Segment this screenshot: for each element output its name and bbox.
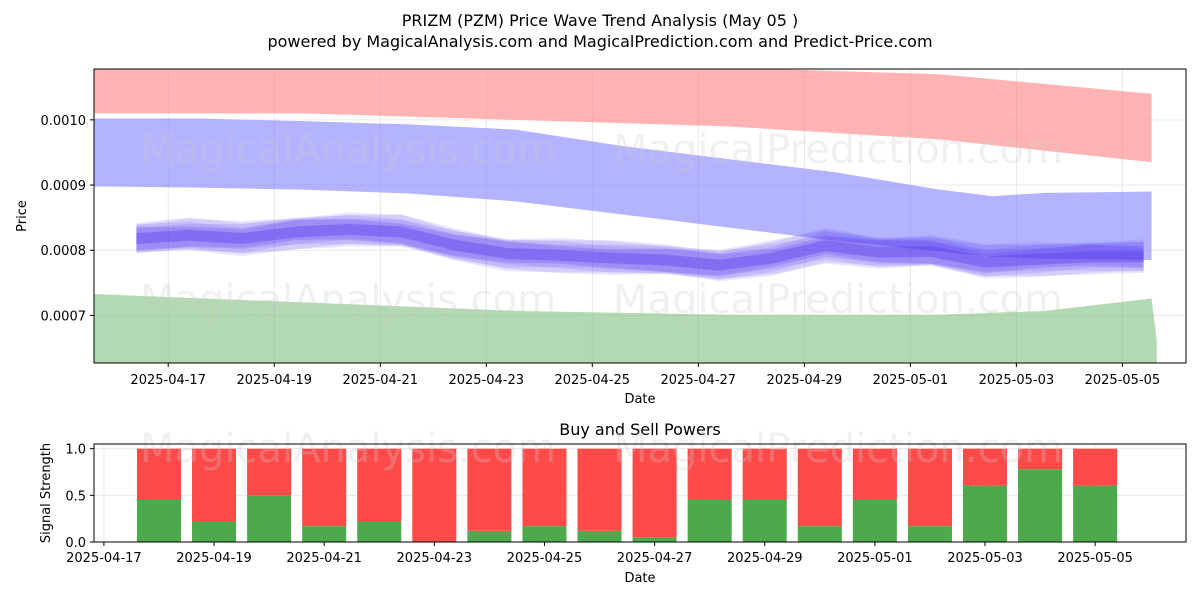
upper-band: [94, 69, 1152, 163]
sell-bar: [357, 448, 402, 522]
price-plot: MagicalAnalysis.com MagicalPrediction.co…: [15, 68, 1187, 407]
watermark: MagicalPrediction.com: [613, 277, 1063, 323]
price-x-axis: 2025-04-17 2025-04-19 2025-04-21 2025-04-23…: [130, 363, 1160, 388]
sell-bar: [192, 448, 237, 522]
buy-bar: [797, 526, 842, 542]
x-tick-label: 2025-04-21: [342, 373, 418, 388]
lower-band: [94, 294, 1157, 363]
watermark: MagicalAnalysis.com: [140, 127, 556, 173]
signal-plot: Buy and Sell Powers MagicalAnalysis.com …: [39, 420, 1187, 586]
x-tick-label: 2025-04-17: [66, 551, 142, 566]
signal-y-axis-label: Signal Strength: [39, 443, 54, 543]
price-wave: [136, 212, 1144, 282]
sell-bar: [412, 448, 457, 542]
x-tick-label: 2025-04-27: [661, 373, 737, 388]
price-y-axis: 0.0007 0.0008 0.0009 0.0010: [41, 114, 94, 324]
x-tick-label: 2025-04-25: [555, 373, 631, 388]
sell-bar: [687, 448, 732, 500]
watermark: MagicalAnalysis.com: [140, 277, 556, 323]
price-plot-frame: [93, 68, 1187, 364]
sell-bar: [962, 448, 1008, 486]
buy-bar: [632, 537, 677, 542]
buy-bar: [1073, 485, 1118, 542]
sell-bar: [136, 448, 182, 500]
x-tick-label: 2025-05-05: [1085, 373, 1161, 388]
y-tick-label: 0.0007: [41, 309, 87, 324]
buy-bar: [247, 495, 292, 542]
x-tick-label: 2025-04-21: [286, 551, 362, 566]
x-tick-label: 2025-05-01: [873, 373, 949, 388]
chart-subtitle: powered by MagicalAnalysis.com and Magic…: [267, 32, 932, 51]
buy-bar: [467, 530, 512, 542]
wave-ribbon: [136, 218, 1144, 276]
wave-ribbon: [136, 214, 1144, 279]
y-tick-label: 0.5: [65, 489, 86, 504]
wave-ribbon: [136, 219, 1144, 276]
sell-bar: [907, 448, 952, 527]
buy-bar: [577, 530, 622, 542]
buy-bar: [302, 526, 347, 542]
x-tick-label: 2025-04-23: [397, 551, 473, 566]
y-tick-label: 0.0009: [41, 179, 87, 194]
buy-bar: [852, 500, 897, 542]
sell-bar: [302, 448, 347, 527]
sell-bar: [742, 448, 787, 500]
x-tick-label: 2025-05-03: [979, 373, 1055, 388]
x-tick-label: 2025-04-19: [236, 373, 312, 388]
x-tick-label: 2025-04-25: [507, 551, 583, 566]
x-tick-label: 2025-04-19: [176, 551, 252, 566]
watermark: MagicalPrediction.com: [613, 127, 1063, 173]
sell-bar: [577, 448, 622, 531]
buy-bar: [192, 521, 237, 542]
x-tick-label: 2025-05-01: [837, 551, 913, 566]
watermark: MagicalPrediction.com: [613, 426, 1063, 472]
sell-bar: [632, 448, 677, 538]
x-tick-label: 2025-04-17: [130, 373, 206, 388]
buy-bar: [962, 485, 1008, 542]
middle-band: [94, 118, 1152, 261]
signal-plot-frame: [93, 443, 1187, 543]
buy-bar: [522, 526, 567, 542]
sell-bar: [1018, 448, 1063, 470]
x-tick-label: 2025-05-03: [947, 551, 1023, 566]
signal-x-axis: 2025-04-17 2025-04-19 2025-04-21 2025-04-23…: [66, 542, 1133, 566]
price-bands: [94, 69, 1157, 363]
sell-bar: [797, 448, 842, 527]
y-tick-label: 0.0008: [41, 244, 87, 259]
sell-bar: [522, 448, 567, 527]
buy-bar: [136, 500, 182, 542]
wave-ribbon: [136, 212, 1144, 282]
price-y-axis-label: Price: [15, 200, 30, 232]
wave-ribbon: [136, 214, 1144, 280]
signal-x-axis-label: Date: [624, 571, 655, 586]
buy-bar: [907, 526, 952, 542]
watermark: MagicalAnalysis.com: [140, 426, 556, 472]
sell-bar: [852, 448, 897, 500]
wave-core: [136, 223, 1144, 271]
signal-bars: [136, 448, 1118, 542]
buy-bar: [357, 521, 402, 542]
y-tick-label: 0.0010: [41, 114, 87, 129]
signal-plot-title: Buy and Sell Powers: [559, 420, 721, 439]
sell-bar: [467, 448, 512, 531]
x-tick-label: 2025-05-05: [1057, 551, 1133, 566]
signal-y-axis: 0.0 0.5 1.0: [65, 443, 94, 551]
x-tick-label: 2025-04-23: [448, 373, 524, 388]
price-x-axis-label: Date: [624, 392, 655, 407]
y-tick-label: 1.0: [65, 443, 86, 458]
y-tick-label: 0.0: [65, 536, 86, 551]
sell-bar: [247, 448, 292, 496]
chart-title: PRIZM (PZM) Price Wave Trend Analysis (M…: [402, 11, 798, 30]
x-tick-label: 2025-04-29: [727, 551, 803, 566]
buy-bar: [742, 500, 787, 542]
sell-bar: [1073, 448, 1118, 486]
buy-bar: [687, 500, 732, 542]
x-tick-label: 2025-04-27: [617, 551, 693, 566]
buy-bar: [1018, 469, 1063, 542]
wave-ribbon: [136, 218, 1144, 278]
x-tick-label: 2025-04-29: [767, 373, 843, 388]
